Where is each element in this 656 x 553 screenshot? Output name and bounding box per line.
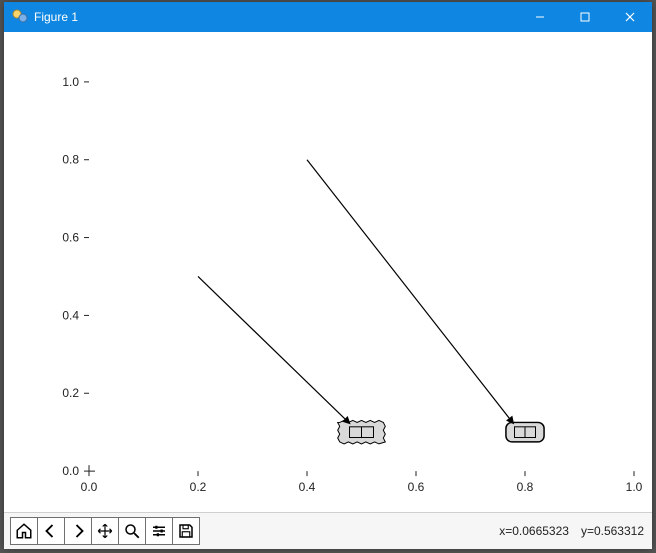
svg-text:0.6: 0.6 [408,480,425,494]
cursor-x: x=0.0665323 [499,524,569,538]
configure-button[interactable] [145,517,173,545]
svg-text:0.2: 0.2 [62,386,79,400]
svg-text:0.8: 0.8 [517,480,534,494]
forward-button[interactable] [64,517,92,545]
save-button[interactable] [172,517,200,545]
svg-text:0.0: 0.0 [81,480,98,494]
svg-text:0.6: 0.6 [62,231,79,245]
maximize-button[interactable] [562,2,607,32]
svg-text:1.0: 1.0 [626,480,643,494]
svg-text:0.8: 0.8 [62,153,79,167]
back-button[interactable] [37,517,65,545]
pan-button[interactable] [91,517,119,545]
statusbar: x=0.0665323 y=0.563312 [4,512,652,549]
svg-text:0.4: 0.4 [62,308,79,322]
cursor-y: y=0.563312 [581,524,644,538]
zoom-button[interactable] [118,517,146,545]
close-button[interactable] [607,2,652,32]
figure-window: Figure 1 0.00.20.40.60.81.00.00.20.40.60… [4,2,652,549]
titlebar[interactable]: Figure 1 [4,2,652,32]
app-icon [12,9,28,25]
minimize-button[interactable] [517,2,562,32]
svg-text:0.0: 0.0 [62,464,79,478]
window-title: Figure 1 [34,10,78,24]
svg-text:0.4: 0.4 [299,480,316,494]
svg-text:0.2: 0.2 [190,480,207,494]
plot-canvas[interactable]: 0.0 0.2 0.4 0.6 0.8 1.0 0.0 0.2 0.4 0.6 0.8 1.0 [4,32,652,512]
svg-text:1.0: 1.0 [62,75,79,89]
home-button[interactable] [10,517,38,545]
nav-toolbar [10,517,199,545]
